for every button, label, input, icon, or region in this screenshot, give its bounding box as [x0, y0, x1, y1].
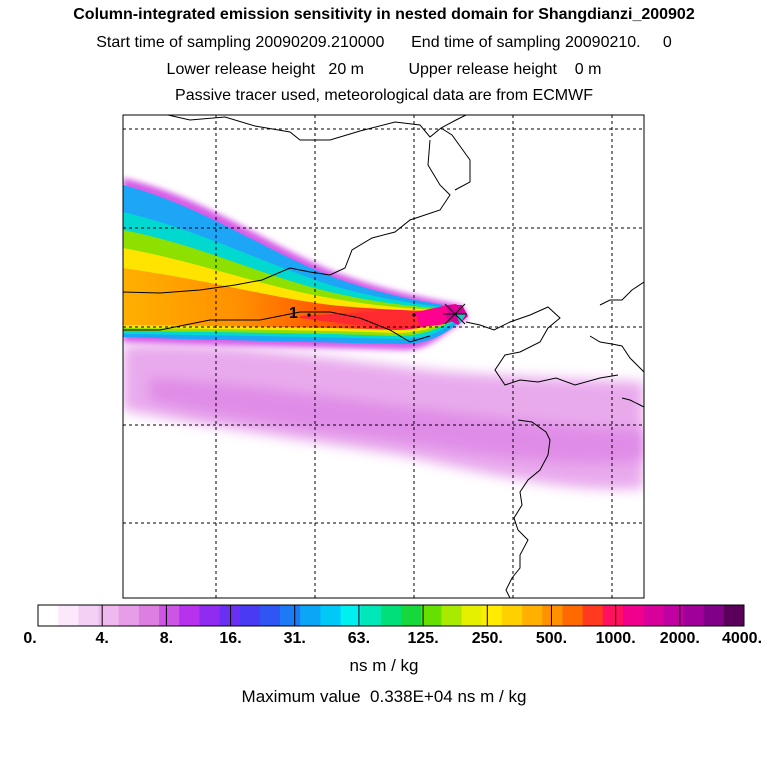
colorbar-tick-label: 125. — [407, 630, 439, 647]
colorbar-swatch — [78, 605, 100, 626]
colorbar-dividers — [101, 605, 681, 626]
colorbar-swatch — [138, 605, 160, 626]
colorbar-swatch — [38, 605, 59, 626]
maximum-value-label: Maximum value 0.338E+04 ns m / kg — [241, 687, 527, 706]
colorbar-swatch — [562, 605, 584, 626]
chart-title: Column-integrated emission sensitivity i… — [73, 6, 695, 23]
colorbar-swatch — [723, 605, 745, 626]
colorbar-swatch — [622, 605, 644, 626]
colorbar-swatch — [179, 605, 200, 626]
colorbar-tick-label: 8. — [159, 630, 174, 647]
sampling-time-line: Start time of sampling 20090209.210000 E… — [96, 34, 672, 51]
colorbar-swatch — [219, 605, 241, 626]
colorbar-swatch — [259, 605, 281, 626]
colorbar-tick-label: 1000. — [595, 630, 636, 647]
colorbar-swatch — [380, 605, 402, 626]
colorbar-swatch — [280, 605, 301, 626]
colorbar-tick-label: 4. — [95, 630, 109, 647]
colorbar-swatch — [199, 605, 221, 626]
colorbar-swatch — [401, 605, 422, 626]
colorbar-swatch — [159, 605, 180, 626]
release-marker-label: 1 — [289, 305, 298, 322]
colorbar-tick-label: 63. — [347, 630, 371, 647]
receptor-cross-icon — [443, 303, 467, 325]
tracer-info-line: Passive tracer used, meteorological data… — [175, 87, 593, 104]
colorbar-swatch — [441, 605, 463, 626]
release-marker-dot-2 — [412, 313, 416, 317]
colorbar-unit-label: ns m / kg — [349, 656, 419, 675]
map-frame — [122, 114, 645, 599]
colorbar-swatch — [683, 605, 705, 626]
colorbar-swatch — [421, 605, 442, 626]
colorbar-swatch — [118, 605, 140, 626]
colorbar-tick-label: 4000. — [721, 630, 763, 647]
colorbar-tick-label: 2000. — [659, 630, 700, 647]
colorbar-swatch — [239, 605, 261, 626]
source-cell-edge — [456, 314, 466, 324]
colorbar-swatch — [501, 605, 523, 626]
colorbar-tick-label: 31. — [283, 630, 306, 647]
colorbar-tick-label: 250. — [471, 630, 503, 647]
colorbar-tick-label: 16. — [219, 630, 242, 647]
colorbar-swatch — [602, 605, 624, 626]
release-marker-dot — [307, 313, 311, 317]
colorbar-swatch — [320, 605, 342, 626]
colorbar-swatch — [58, 605, 79, 626]
colorbar-swatch — [461, 605, 483, 626]
colorbar-swatch — [522, 605, 543, 626]
release-height-line: Lower release height 20 m Upper release … — [166, 61, 602, 78]
colorbar-swatch — [542, 605, 563, 626]
colorbar-swatch — [98, 605, 120, 626]
colorbar-tick-label: 500. — [535, 630, 568, 647]
colorbar-tick-label: 0. — [23, 630, 37, 647]
map-borders — [123, 115, 644, 598]
colorbar-swatch — [643, 605, 664, 626]
colorbar-swatch — [582, 605, 604, 626]
colorbar-swatch — [703, 605, 725, 626]
colorbar-swatch — [481, 605, 503, 626]
colorbar-swatch — [340, 605, 362, 626]
map-grid — [123, 115, 644, 598]
low-sensitivity-core — [150, 378, 644, 463]
plot-area — [123, 115, 644, 598]
colorbar-swatch — [300, 605, 321, 626]
colorbar-swatch — [360, 605, 382, 626]
colorbar-frame — [37, 604, 745, 627]
colorbar-swatches — [38, 605, 745, 626]
colorbar-swatch — [663, 605, 684, 626]
